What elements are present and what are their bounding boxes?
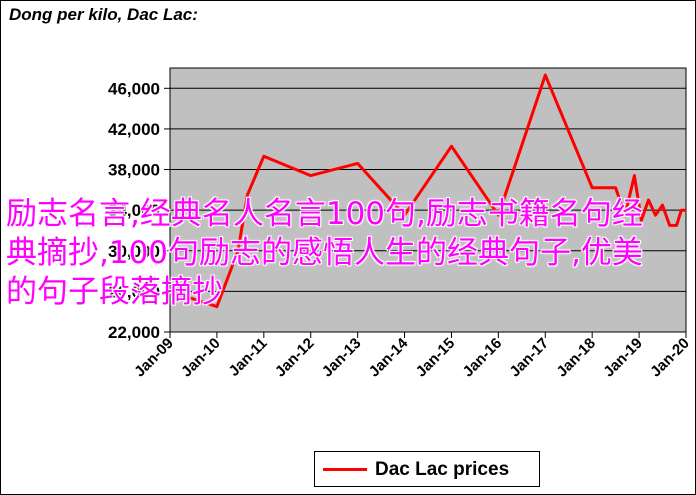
x-tick-label: Jan-13 <box>319 335 365 381</box>
legend-swatch <box>323 468 367 471</box>
series-line-dac-lac-prices <box>169 73 686 309</box>
x-tick-label: Jan-11 <box>226 335 271 380</box>
overlay-watermark-text: 励志名言,经典名人名言100句,励志书籍名句经典摘抄,100句励志的感悟人生的经… <box>6 196 643 310</box>
x-tick-label: Jan-20 <box>647 335 693 381</box>
y-tick-label: 46,000 <box>108 79 160 98</box>
legend: Dac Lac prices <box>314 451 540 487</box>
x-tick-label: Jan-16 <box>460 335 506 381</box>
y-tick-label: 38,000 <box>108 161 160 180</box>
y-tick-label: 30,000 <box>108 242 160 261</box>
legend-label: Dac Lac prices <box>375 459 510 480</box>
chart-title: Dong per kilo, Dac Lac: <box>9 5 198 24</box>
y-tick-label: 22,000 <box>108 323 160 342</box>
x-tick-label: Jan-15 <box>413 335 459 381</box>
x-tick-label: Jan-10 <box>178 335 224 381</box>
x-tick-label: Jan-17 <box>506 335 552 381</box>
y-tick-label: 42,000 <box>108 120 160 139</box>
y-tick-label: 34,000 <box>108 201 160 220</box>
x-tick-label: Jan-12 <box>272 335 318 381</box>
plot-area <box>169 67 687 333</box>
x-tick-label: Jan-18 <box>553 335 599 381</box>
x-tick-label: Jan-14 <box>366 334 412 380</box>
y-tick-label: 26,000 <box>108 282 160 301</box>
x-tick-label: Jan-19 <box>600 335 646 381</box>
